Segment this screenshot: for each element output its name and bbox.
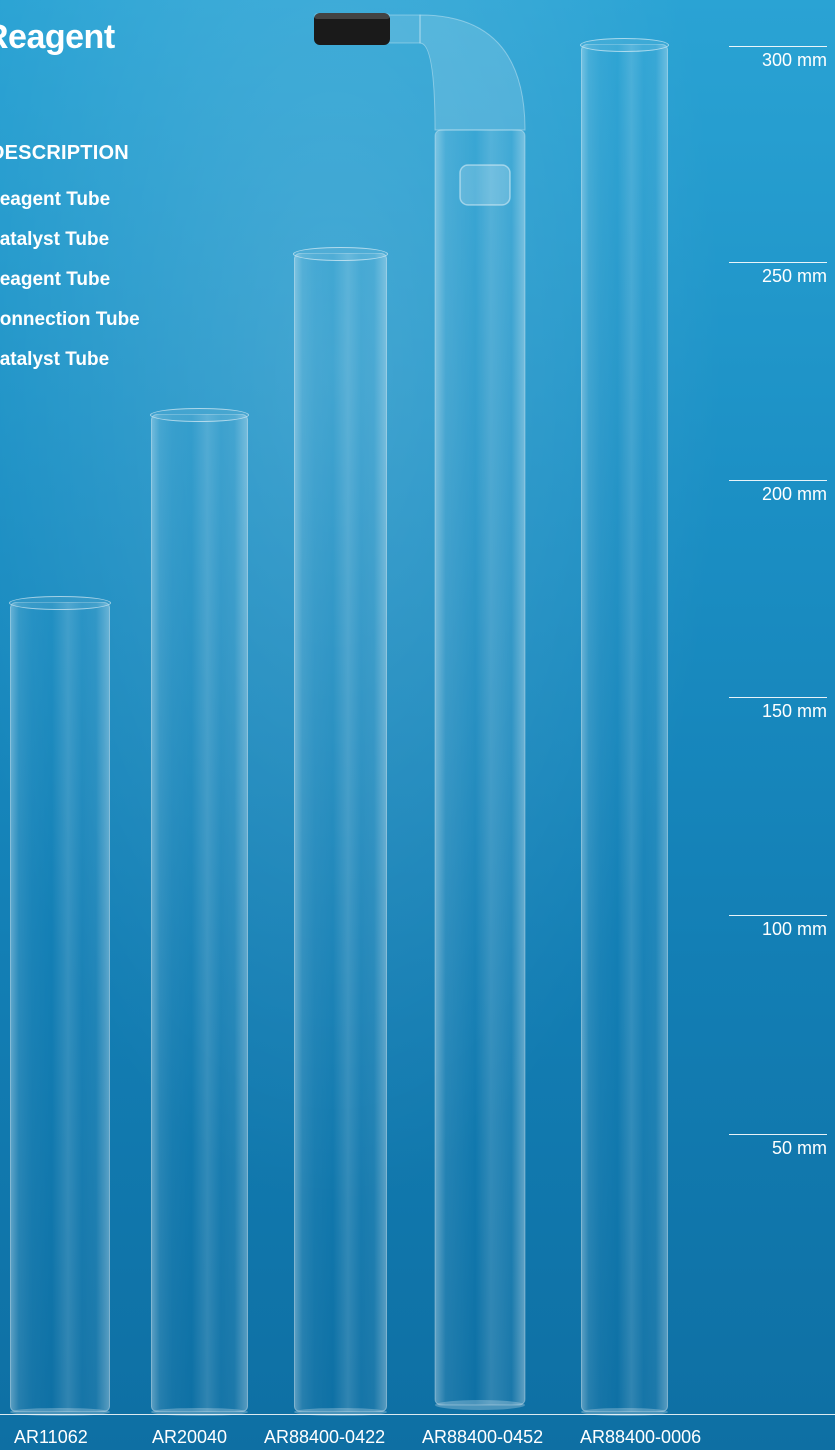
description-item: Reagent Tube	[0, 269, 111, 290]
tube-ar20040	[150, 408, 249, 1416]
part-label-ar88400-0006: AR88400-0006	[580, 1427, 702, 1447]
part-label-ar88400-0452: AR88400-0452	[422, 1427, 544, 1447]
scale-mark-150: 150 mm	[729, 697, 827, 722]
description-header: DESCRIPTION	[0, 142, 129, 164]
description-item: Reagent Tube	[0, 189, 111, 210]
scale-label: 250 mm	[761, 266, 827, 286]
tube-ar11062	[9, 596, 111, 1416]
tube-ar88400-0422	[293, 247, 388, 1416]
side-nipple	[459, 164, 511, 206]
scale-label: 300 mm	[761, 50, 827, 70]
part-label-ar20040: AR20040	[152, 1427, 228, 1447]
scale-label: 50 mm	[771, 1138, 827, 1158]
rubber-stopper-icon	[314, 13, 390, 45]
description-item: Connection Tube	[0, 309, 140, 330]
scale-mark-250: 250 mm	[729, 262, 827, 287]
scale-label: 100 mm	[761, 919, 827, 939]
tube-ar88400-0452	[314, 13, 526, 1410]
scale-mark-200: 200 mm	[729, 480, 827, 505]
tube-bend	[419, 14, 526, 131]
tube-ar88400-0006	[580, 38, 669, 1416]
scale-mark-300: 300 mm	[729, 46, 827, 71]
tube-bottom	[435, 1400, 525, 1410]
description-list: Reagent Tube Catalyst Tube Reagent Tube …	[0, 180, 140, 380]
part-label-ar88400-0422: AR88400-0422	[264, 1427, 386, 1447]
scale-mark-100: 100 mm	[729, 915, 827, 940]
baseline-divider	[0, 1414, 835, 1415]
description-item: Catalyst Tube	[0, 229, 110, 250]
scale-label: 150 mm	[761, 701, 827, 721]
scale-mark-50: 50 mm	[729, 1134, 827, 1159]
description-item: Catalyst Tube	[0, 349, 110, 370]
stopper-highlight	[314, 13, 390, 19]
page-title: Reagent	[0, 18, 115, 56]
part-label-ar11062: AR11062	[14, 1427, 88, 1447]
scale-label: 200 mm	[761, 484, 827, 504]
tube-body	[434, 129, 526, 1406]
